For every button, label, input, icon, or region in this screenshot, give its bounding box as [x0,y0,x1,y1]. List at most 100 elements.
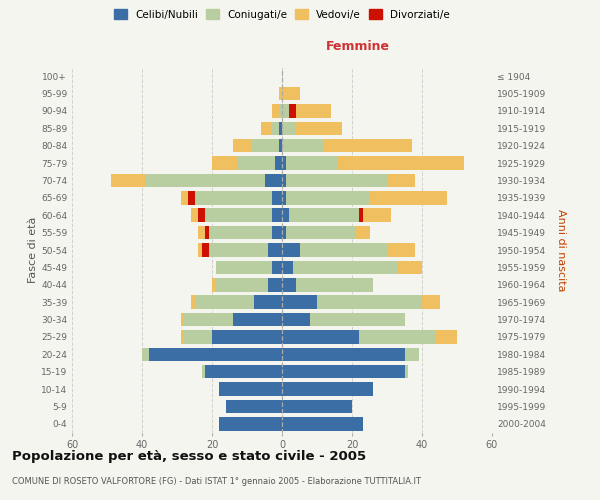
Bar [282,260,293,274]
Bar [282,296,317,309]
Bar [212,330,282,344]
Bar [265,174,282,188]
Bar [212,156,236,170]
Bar [282,243,299,257]
Text: Popolazione per età, sesso e stato civile - 2005: Popolazione per età, sesso e stato civil… [12,450,366,463]
Bar [278,104,282,118]
Bar [205,208,271,222]
Bar [286,174,387,188]
Bar [194,296,254,309]
Bar [317,296,422,309]
Bar [282,139,324,152]
Bar [271,191,282,204]
Bar [404,348,419,361]
Bar [324,139,412,152]
Bar [110,174,146,188]
Bar [436,330,457,344]
Bar [191,296,194,309]
Bar [209,226,271,239]
Bar [184,312,233,326]
Bar [271,208,282,222]
Bar [282,382,373,396]
Bar [233,312,282,326]
Bar [198,208,205,222]
Bar [282,174,286,188]
Bar [202,365,205,378]
Y-axis label: Anni di nascita: Anni di nascita [556,209,566,291]
Bar [226,400,282,413]
Text: Femmine: Femmine [326,40,389,53]
Bar [282,312,310,326]
Bar [202,243,209,257]
Bar [254,296,282,309]
Bar [181,330,184,344]
Bar [282,156,286,170]
Bar [370,191,446,204]
Bar [286,226,355,239]
Bar [275,156,282,170]
Bar [215,260,271,274]
Bar [261,122,271,135]
Bar [233,139,251,152]
Bar [387,243,415,257]
Bar [209,243,268,257]
Bar [191,208,198,222]
Bar [296,122,341,135]
Bar [289,104,296,118]
Bar [212,278,215,291]
Bar [219,382,282,396]
Bar [181,191,187,204]
Bar [271,226,282,239]
Bar [198,226,205,239]
Bar [198,243,202,257]
Bar [278,87,282,101]
Bar [282,87,299,101]
Bar [268,278,282,291]
Bar [271,260,282,274]
Bar [282,122,296,135]
Bar [387,174,415,188]
Bar [149,348,282,361]
Bar [282,226,286,239]
Y-axis label: Fasce di età: Fasce di età [28,217,38,283]
Bar [282,104,289,118]
Bar [142,348,149,361]
Bar [205,365,282,378]
Bar [271,122,278,135]
Bar [184,330,212,344]
Bar [338,156,464,170]
Bar [181,312,184,326]
Bar [359,208,362,222]
Legend: Celibi/Nubili, Coniugati/e, Vedovi/e, Divorziati/e: Celibi/Nubili, Coniugati/e, Vedovi/e, Di… [110,5,454,24]
Bar [362,208,391,222]
Bar [296,104,331,118]
Bar [271,104,278,118]
Bar [282,191,286,204]
Bar [282,278,296,291]
Bar [355,226,370,239]
Bar [215,278,268,291]
Bar [282,348,404,361]
Bar [398,260,422,274]
Bar [236,156,275,170]
Bar [251,139,278,152]
Bar [289,208,359,222]
Bar [286,156,338,170]
Bar [205,226,209,239]
Bar [282,365,404,378]
Bar [359,330,436,344]
Bar [282,330,359,344]
Bar [282,400,352,413]
Bar [278,122,282,135]
Text: COMUNE DI ROSETO VALFORTORE (FG) - Dati ISTAT 1° gennaio 2005 - Elaborazione TUT: COMUNE DI ROSETO VALFORTORE (FG) - Dati … [12,478,421,486]
Bar [299,243,387,257]
Bar [293,260,398,274]
Bar [286,191,370,204]
Bar [422,296,439,309]
Bar [146,174,265,188]
Bar [278,139,282,152]
Bar [194,191,271,204]
Bar [296,278,373,291]
Bar [219,417,282,430]
Bar [268,243,282,257]
